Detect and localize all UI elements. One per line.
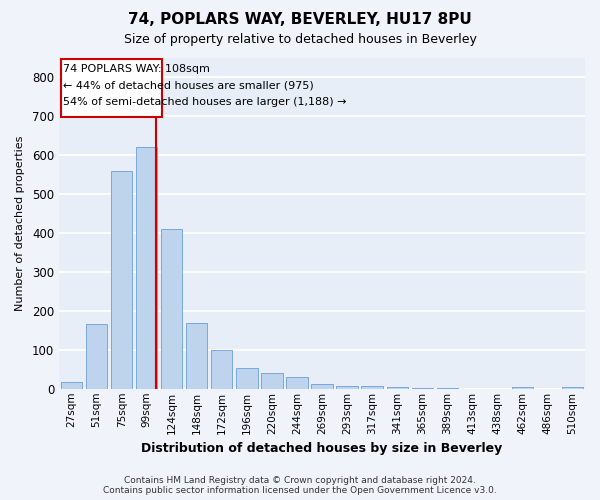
Bar [136, 147, 157, 389]
Bar [161, 229, 182, 389]
Bar [562, 387, 583, 389]
Bar [111, 170, 133, 389]
Text: ← 44% of detached houses are smaller (975): ← 44% of detached houses are smaller (97… [63, 80, 314, 90]
Bar [311, 384, 332, 389]
Bar [412, 388, 433, 389]
Bar [386, 387, 408, 389]
Y-axis label: Number of detached properties: Number of detached properties [15, 136, 25, 311]
Bar [86, 324, 107, 389]
Bar [61, 382, 82, 389]
Text: 54% of semi-detached houses are larger (1,188) →: 54% of semi-detached houses are larger (… [63, 97, 347, 107]
Bar [286, 377, 308, 389]
Bar [186, 322, 208, 389]
Text: Contains HM Land Registry data © Crown copyright and database right 2024.
Contai: Contains HM Land Registry data © Crown c… [103, 476, 497, 495]
Text: 74, POPLARS WAY, BEVERLEY, HU17 8PU: 74, POPLARS WAY, BEVERLEY, HU17 8PU [128, 12, 472, 28]
Bar [211, 350, 232, 389]
Bar [261, 373, 283, 389]
Bar [512, 387, 533, 389]
Bar [361, 386, 383, 389]
Text: Size of property relative to detached houses in Beverley: Size of property relative to detached ho… [124, 32, 476, 46]
Bar [337, 386, 358, 389]
Bar [437, 388, 458, 389]
Bar [236, 368, 257, 389]
X-axis label: Distribution of detached houses by size in Beverley: Distribution of detached houses by size … [142, 442, 503, 455]
Bar [61, 60, 163, 117]
Text: 74 POPLARS WAY: 108sqm: 74 POPLARS WAY: 108sqm [63, 64, 210, 74]
